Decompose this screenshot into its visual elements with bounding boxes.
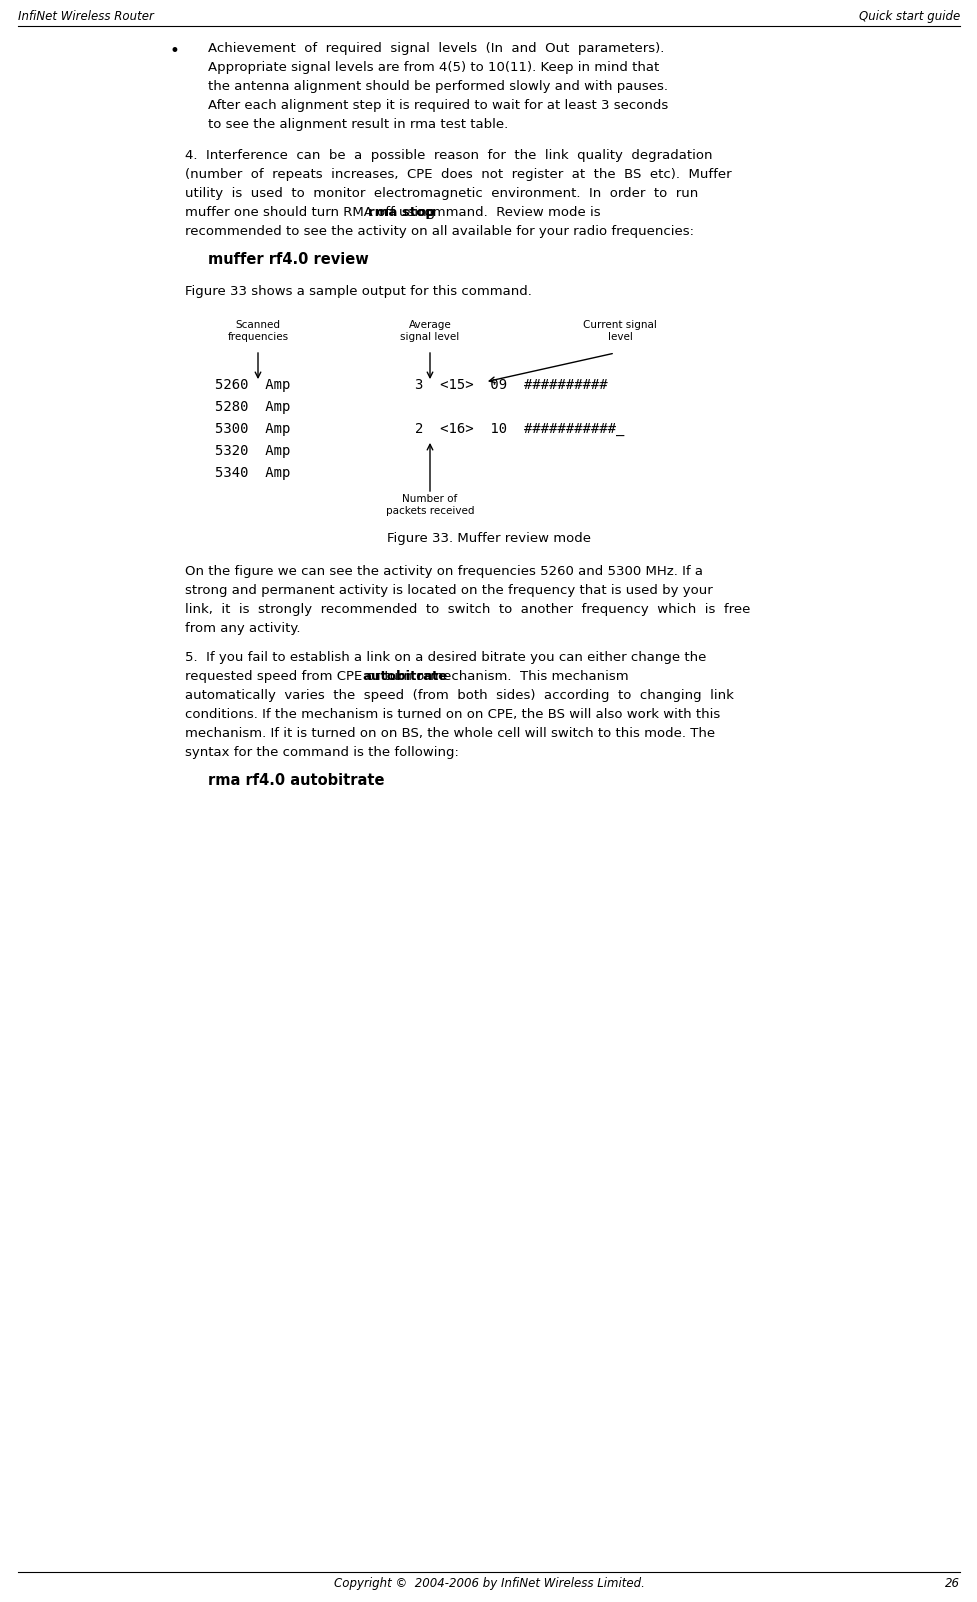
Text: from any activity.: from any activity. bbox=[185, 622, 300, 634]
Text: syntax for the command is the following:: syntax for the command is the following: bbox=[185, 747, 458, 759]
Text: automatically  varies  the  speed  (from  both  sides)  according  to  changing : automatically varies the speed (from bot… bbox=[185, 689, 733, 702]
Text: link,  it  is  strongly  recommended  to  switch  to  another  frequency  which : link, it is strongly recommended to swit… bbox=[185, 602, 749, 617]
Text: Achievement  of  required  signal  levels  (In  and  Out  parameters).: Achievement of required signal levels (I… bbox=[208, 42, 663, 54]
Text: strong and permanent activity is located on the frequency that is used by your: strong and permanent activity is located… bbox=[185, 585, 712, 598]
Text: (number  of  repeats  increases,  CPE  does  not  register  at  the  BS  etc).  : (number of repeats increases, CPE does n… bbox=[185, 168, 731, 181]
Text: 5320  Amp: 5320 Amp bbox=[215, 444, 290, 458]
Text: mechanism. If it is turned on on BS, the whole cell will switch to this mode. Th: mechanism. If it is turned on on BS, the… bbox=[185, 727, 714, 740]
Text: muffer rf4.0 review: muffer rf4.0 review bbox=[208, 252, 368, 268]
Text: •: • bbox=[170, 42, 180, 59]
Text: Scanned
frequencies: Scanned frequencies bbox=[228, 320, 288, 343]
Text: On the figure we can see the activity on frequencies 5260 and 5300 MHz. If a: On the figure we can see the activity on… bbox=[185, 566, 702, 578]
Text: Appropriate signal levels are from 4(5) to 10(11). Keep in mind that: Appropriate signal levels are from 4(5) … bbox=[208, 61, 658, 74]
Text: Number of
packets received: Number of packets received bbox=[385, 493, 474, 516]
Text: Figure 33. Muffer review mode: Figure 33. Muffer review mode bbox=[387, 532, 590, 545]
Text: Copyright ©  2004-2006 by InfiNet Wireless Limited.: Copyright © 2004-2006 by InfiNet Wireles… bbox=[333, 1576, 644, 1591]
Text: recommended to see the activity on all available for your radio frequencies:: recommended to see the activity on all a… bbox=[185, 224, 694, 239]
Text: utility  is  used  to  monitor  electromagnetic  environment.  In  order  to  ru: utility is used to monitor electromagnet… bbox=[185, 187, 698, 200]
Text: Average
signal level: Average signal level bbox=[400, 320, 459, 343]
Text: 2  <16>  10  ###########_: 2 <16> 10 ###########_ bbox=[414, 421, 623, 436]
Text: 5.  If you fail to establish a link on a desired bitrate you can either change t: 5. If you fail to establish a link on a … bbox=[185, 650, 705, 663]
Text: After each alignment step it is required to wait for at least 3 seconds: After each alignment step it is required… bbox=[208, 99, 667, 112]
Text: Figure 33 shows a sample output for this command.: Figure 33 shows a sample output for this… bbox=[185, 285, 531, 298]
Text: 5260  Amp: 5260 Amp bbox=[215, 378, 290, 392]
Text: Current signal
level: Current signal level bbox=[582, 320, 657, 343]
Text: conditions. If the mechanism is turned on on CPE, the BS will also work with thi: conditions. If the mechanism is turned o… bbox=[185, 708, 719, 721]
Text: InfiNet Wireless Router: InfiNet Wireless Router bbox=[18, 10, 153, 22]
Text: rma stop: rma stop bbox=[367, 207, 434, 219]
Text: 5300  Amp: 5300 Amp bbox=[215, 421, 290, 436]
Text: command.  Review mode is: command. Review mode is bbox=[413, 207, 601, 219]
Text: rma rf4.0 autobitrate: rma rf4.0 autobitrate bbox=[208, 774, 384, 788]
Text: requested speed from CPE or turn on: requested speed from CPE or turn on bbox=[185, 670, 437, 682]
Text: autobitrate: autobitrate bbox=[362, 670, 447, 682]
Text: 26: 26 bbox=[944, 1576, 959, 1591]
Text: to see the alignment result in rma test table.: to see the alignment result in rma test … bbox=[208, 119, 508, 131]
Text: muffer one should turn RMA off using: muffer one should turn RMA off using bbox=[185, 207, 439, 219]
Text: mechanism.  This mechanism: mechanism. This mechanism bbox=[425, 670, 627, 682]
Text: 5280  Amp: 5280 Amp bbox=[215, 400, 290, 413]
Text: the antenna alignment should be performed slowly and with pauses.: the antenna alignment should be performe… bbox=[208, 80, 667, 93]
Text: 3  <15>  09  ##########: 3 <15> 09 ########## bbox=[414, 378, 607, 392]
Text: 4.  Interference  can  be  a  possible  reason  for  the  link  quality  degrada: 4. Interference can be a possible reason… bbox=[185, 149, 712, 162]
Text: Quick start guide: Quick start guide bbox=[858, 10, 959, 22]
Text: 5340  Amp: 5340 Amp bbox=[215, 466, 290, 481]
